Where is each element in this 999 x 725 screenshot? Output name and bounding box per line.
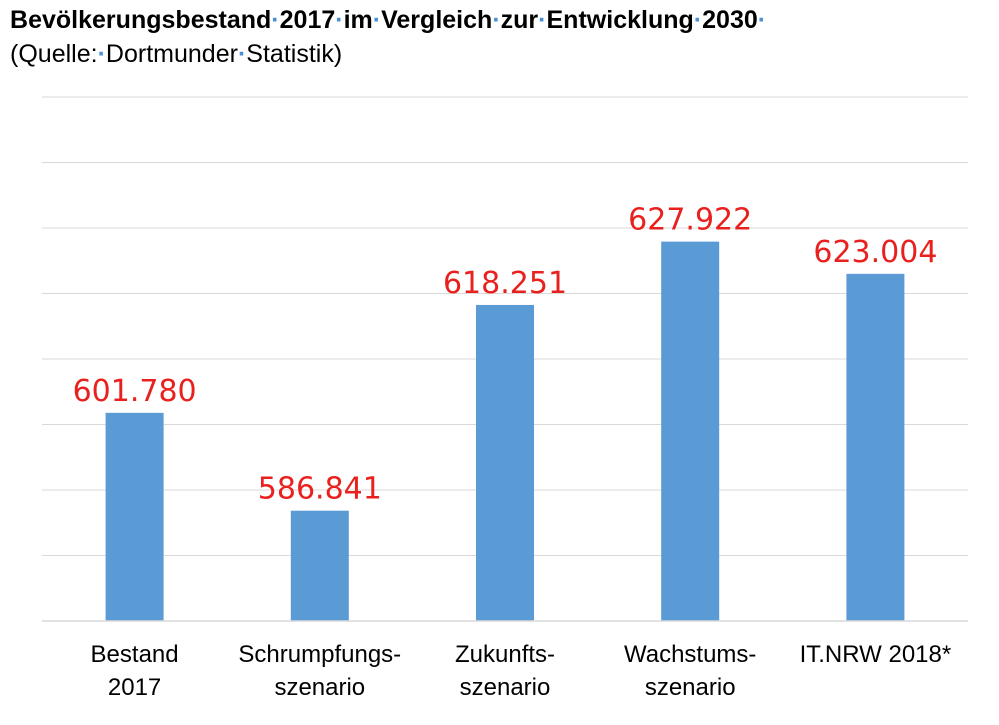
x-tick-label: IT.NRW 2018* [800,641,952,668]
chart-subtitle: (Quelle:·Dortmunder·Statistik) [10,40,343,68]
x-tick-label: Bestand [91,641,179,668]
data-label: 618.251 [443,266,567,301]
x-tick-label: szenario [274,674,365,701]
bar [846,273,905,621]
data-label: 586.841 [258,472,382,507]
x-tick-label: Wachstums- [624,641,756,668]
x-tick-label: Zukunfts- [455,641,555,668]
bar [661,241,720,621]
x-tick-label: 2017 [108,674,161,701]
bar [476,304,534,621]
x-tick-label: Schrumpfungs- [238,641,401,668]
x-tick-label: szenario [460,674,551,701]
data-label: 627.922 [628,203,752,238]
bar [105,412,164,621]
x-tick-label: szenario [645,674,736,701]
data-label: 601.780 [73,374,197,409]
data-label: 623.004 [813,235,937,270]
bar [290,510,349,621]
chart-title: Bevölkerungsbestand·2017·im·Vergleich·zu… [10,6,767,34]
